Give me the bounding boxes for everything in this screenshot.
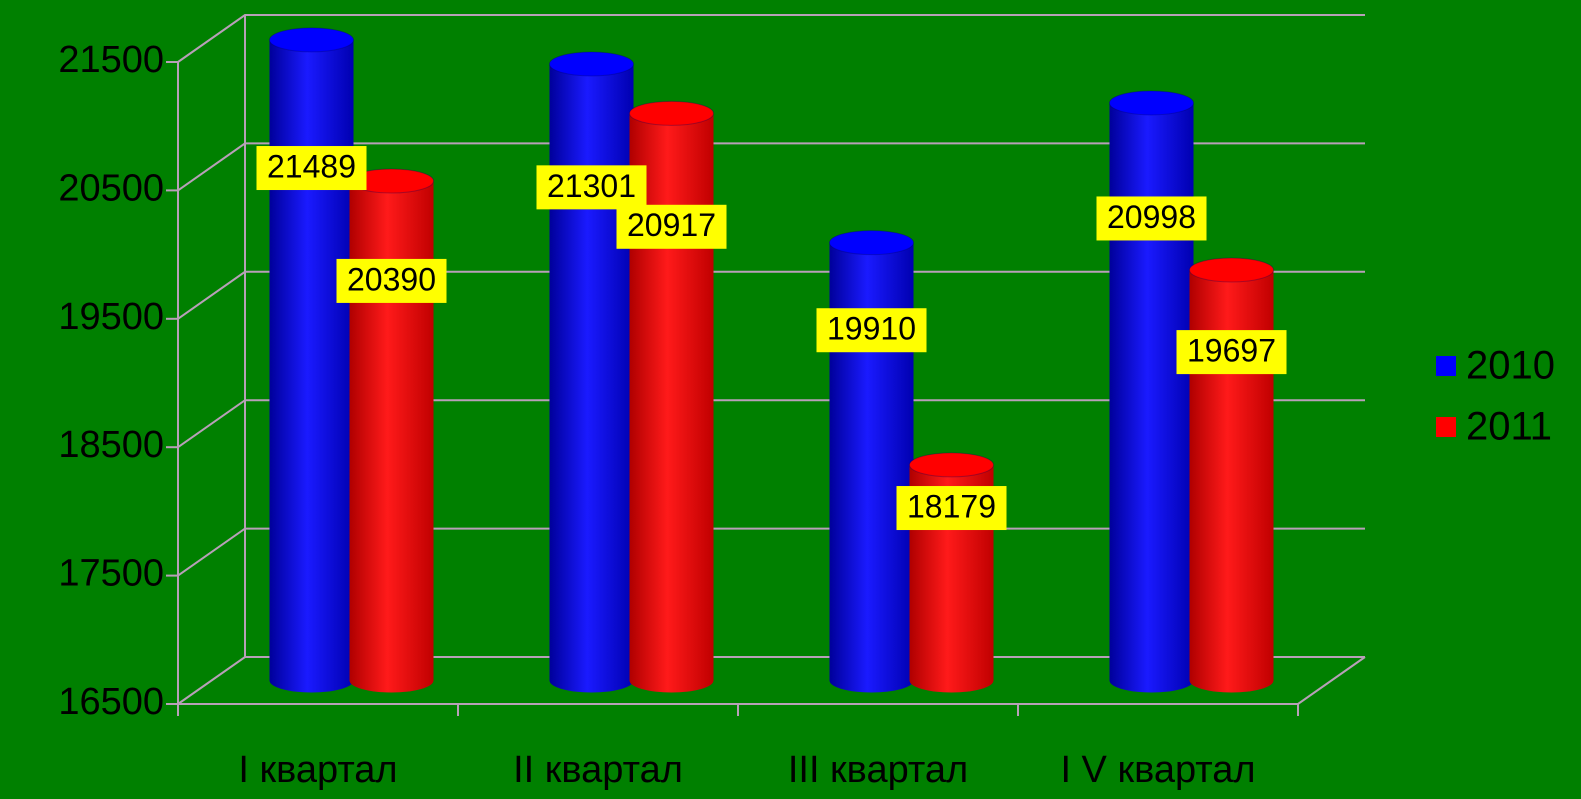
cylinder-top (549, 51, 634, 77)
data-label-box (1096, 196, 1207, 241)
cylinder-top (269, 27, 354, 53)
cylinder-body (549, 64, 634, 693)
data-label: 19910 (827, 311, 916, 347)
legend-label: 2010 (1466, 344, 1555, 388)
cylinder-body (1109, 102, 1194, 693)
y-tick-label: 19500 (58, 296, 164, 338)
cylinder-body (629, 113, 714, 693)
cylinder-body (269, 39, 354, 693)
data-label: 20998 (1107, 199, 1196, 235)
x-tick-label: I квартал (238, 749, 397, 791)
data-label: 19697 (1187, 333, 1276, 369)
data-label-box (616, 204, 727, 249)
y-tick-label: 18500 (58, 424, 164, 466)
data-label: 21301 (547, 168, 636, 204)
data-label-box (1176, 330, 1287, 375)
cylinder-top (1109, 90, 1194, 116)
data-label-box (256, 146, 367, 191)
cylinder-top (629, 100, 714, 126)
cylinder-top (1189, 257, 1274, 283)
grid-line (177, 142, 1365, 192)
data-label: 21489 (267, 148, 356, 184)
cylinder-top (829, 230, 914, 256)
data-label: 20390 (347, 261, 436, 297)
legend-label: 2011 (1466, 405, 1552, 449)
y-tick-label: 20500 (58, 167, 164, 209)
grid-line (177, 270, 1365, 320)
data-label-box (896, 486, 1007, 531)
cylinder-top (909, 452, 994, 478)
grid-line (177, 399, 1365, 449)
y-tick-label: 21500 (58, 39, 164, 81)
cylinder-body (1189, 270, 1274, 693)
x-tick-label: III квартал (788, 749, 968, 791)
legend-swatch (1436, 417, 1456, 437)
data-label: 18179 (907, 488, 996, 524)
y-tick-label: 17500 (58, 553, 164, 595)
grid-line (177, 14, 1365, 63)
data-label-box (536, 165, 647, 210)
data-label: 20917 (627, 207, 716, 243)
cylinder-body (349, 181, 434, 693)
data-label-box (336, 258, 447, 303)
data-label-box (816, 308, 927, 353)
x-tick-label: II квартал (513, 749, 683, 791)
x-tick-label: I V квартал (1060, 749, 1255, 791)
legend-swatch (1436, 356, 1456, 376)
cylinder-body (829, 242, 914, 693)
y-tick-label: 16500 (58, 681, 164, 723)
